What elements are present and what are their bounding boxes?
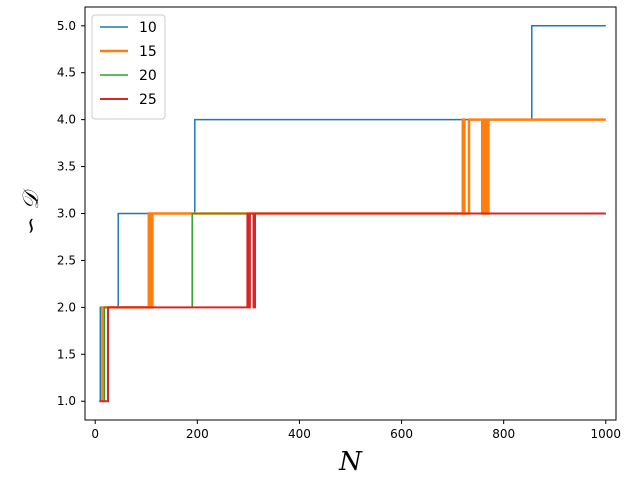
x-tick-label: 600 (390, 427, 413, 441)
y-tick-label: 3.5 (57, 160, 76, 174)
y-tick-label: 1.5 (57, 347, 76, 361)
y-axis-label: ∽ 𝒟 (19, 188, 44, 235)
x-axis: 0 200 400 600 800 1000 (91, 420, 621, 441)
y-tick-label: 2.0 (57, 300, 76, 314)
series-line-15 (101, 118, 606, 402)
x-axis-label: N (338, 447, 363, 477)
y-tick-label: 1.0 (57, 394, 76, 408)
y-tick-label: 5.0 (57, 19, 76, 33)
x-tick-label: 1000 (591, 427, 622, 441)
legend-label-10: 10 (139, 20, 157, 36)
legend-box (91, 14, 166, 120)
x-tick-label: 0 (91, 427, 99, 441)
y-tick-label: 4.0 (57, 113, 76, 127)
legend-label-20: 20 (139, 68, 157, 84)
legend-label-15: 15 (139, 44, 157, 60)
x-tick-label: 200 (186, 427, 209, 441)
legend-label-25: 25 (139, 92, 157, 108)
series-line-25 (99, 212, 606, 403)
y-tick-label: 4.5 (57, 66, 76, 80)
series-layer (99, 25, 606, 403)
x-tick-label: 800 (492, 427, 515, 441)
y-tick-label: 3.0 (57, 207, 76, 221)
x-tick-label: 400 (288, 427, 311, 441)
legend: 10 15 20 25 (91, 14, 166, 120)
y-axis: 1.0 1.5 2.0 2.5 3.0 3.5 4.0 4.5 5.0 (57, 19, 85, 408)
y-tick-label: 2.5 (57, 253, 76, 267)
